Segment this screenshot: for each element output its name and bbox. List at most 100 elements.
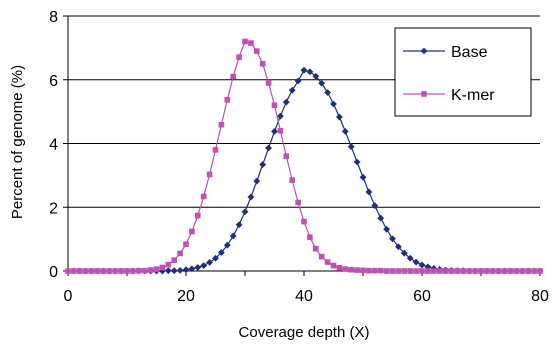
data-point-kmer [348, 266, 354, 273]
data-point-kmer [366, 267, 372, 274]
data-point-kmer [490, 268, 496, 274]
data-point-kmer [324, 259, 331, 265]
data-point-kmer [153, 266, 160, 272]
data-point-base [253, 177, 261, 185]
legend-label-kmer: K-mer [451, 87, 495, 104]
data-point-kmer [283, 153, 290, 160]
data-point-kmer [130, 268, 136, 274]
data-point-kmer [478, 268, 484, 274]
data-point-base [218, 249, 225, 256]
data-point-base [371, 202, 379, 210]
data-point-kmer [525, 268, 531, 274]
data-point-base [359, 173, 367, 181]
data-point-kmer [224, 97, 231, 103]
data-point-kmer [389, 268, 396, 274]
legend-marker-point [420, 47, 428, 55]
data-point-kmer [372, 267, 378, 274]
data-point-kmer [289, 177, 295, 183]
data-point-kmer [354, 267, 360, 273]
data-point-kmer [189, 228, 195, 235]
x-tick-label: 20 [177, 288, 195, 305]
series-layer [64, 38, 544, 275]
data-point-kmer [136, 267, 142, 274]
data-point-base [353, 158, 361, 166]
data-point-kmer [218, 121, 225, 128]
data-point-base [271, 127, 278, 135]
data-point-base [265, 144, 272, 152]
data-point-base [377, 214, 385, 222]
data-point-kmer [230, 73, 236, 80]
legend-marker-kmer [421, 91, 427, 97]
data-point-base [341, 127, 349, 135]
data-point-kmer [407, 268, 413, 274]
legend-label-base: Base [451, 44, 488, 61]
data-point-kmer [100, 268, 107, 274]
data-point-kmer [106, 268, 113, 274]
data-point-base [418, 261, 426, 269]
data-point-base [159, 267, 166, 275]
data-point-base [200, 262, 208, 269]
y-axis-title: Percent of genome (%) [9, 65, 26, 219]
data-point-base [282, 98, 290, 106]
legend: Base K-mer [394, 27, 532, 117]
data-point-kmer [531, 268, 537, 274]
data-point-kmer [507, 268, 514, 274]
data-point-base [389, 235, 396, 243]
data-point-base [300, 66, 308, 74]
data-point-kmer [419, 268, 425, 274]
data-point-base [229, 232, 237, 240]
data-point-base [288, 86, 296, 94]
data-point-kmer [377, 267, 384, 274]
x-axis-title: Coverage depth (X) [239, 324, 370, 341]
y-tick-label: 6 [49, 73, 58, 90]
data-point-kmer [71, 268, 77, 274]
data-point-base [176, 266, 184, 274]
data-point-kmer [360, 267, 366, 274]
data-point-kmer [124, 268, 130, 274]
data-point-kmer [383, 268, 390, 274]
data-point-base [164, 267, 172, 275]
data-point-base [400, 249, 408, 257]
data-point-kmer [254, 48, 260, 54]
data-point-kmer [401, 268, 408, 274]
data-point-kmer [259, 61, 266, 67]
data-point-kmer [94, 268, 101, 274]
data-point-kmer [318, 253, 325, 260]
data-point-kmer [141, 267, 148, 274]
data-point-base [324, 89, 331, 96]
data-point-kmer [147, 267, 154, 273]
data-point-base [259, 161, 267, 168]
data-point-base [336, 113, 343, 121]
data-point-kmer [454, 268, 461, 274]
data-point-base [277, 112, 284, 120]
data-point-base [365, 188, 373, 196]
data-point-kmer [88, 268, 95, 274]
data-point-kmer [195, 212, 201, 219]
data-point-kmer [436, 268, 443, 274]
y-tick-label: 0 [49, 264, 58, 281]
data-point-base [194, 264, 202, 271]
y-tick-label: 4 [49, 137, 58, 154]
data-point-kmer [425, 268, 431, 274]
x-tick-label: 60 [413, 288, 431, 305]
data-point-kmer [82, 268, 89, 274]
legend-marker-base [420, 47, 428, 55]
data-point-kmer [65, 268, 71, 274]
data-point-kmer [242, 38, 248, 45]
y-tick-label: 8 [49, 9, 58, 26]
data-point-kmer [495, 268, 502, 274]
x-tick-label: 80 [531, 288, 549, 305]
data-point-kmer [277, 127, 284, 134]
data-point-kmer [265, 80, 272, 86]
data-point-kmer [248, 40, 254, 46]
data-point-base [412, 258, 420, 266]
data-point-kmer [472, 268, 478, 274]
data-point-kmer [460, 268, 467, 274]
data-point-base [312, 72, 320, 80]
data-point-base [235, 221, 243, 229]
data-point-kmer [330, 262, 337, 269]
data-point-kmer [395, 268, 402, 274]
data-point-kmer [271, 102, 278, 109]
data-point-base [212, 254, 219, 262]
